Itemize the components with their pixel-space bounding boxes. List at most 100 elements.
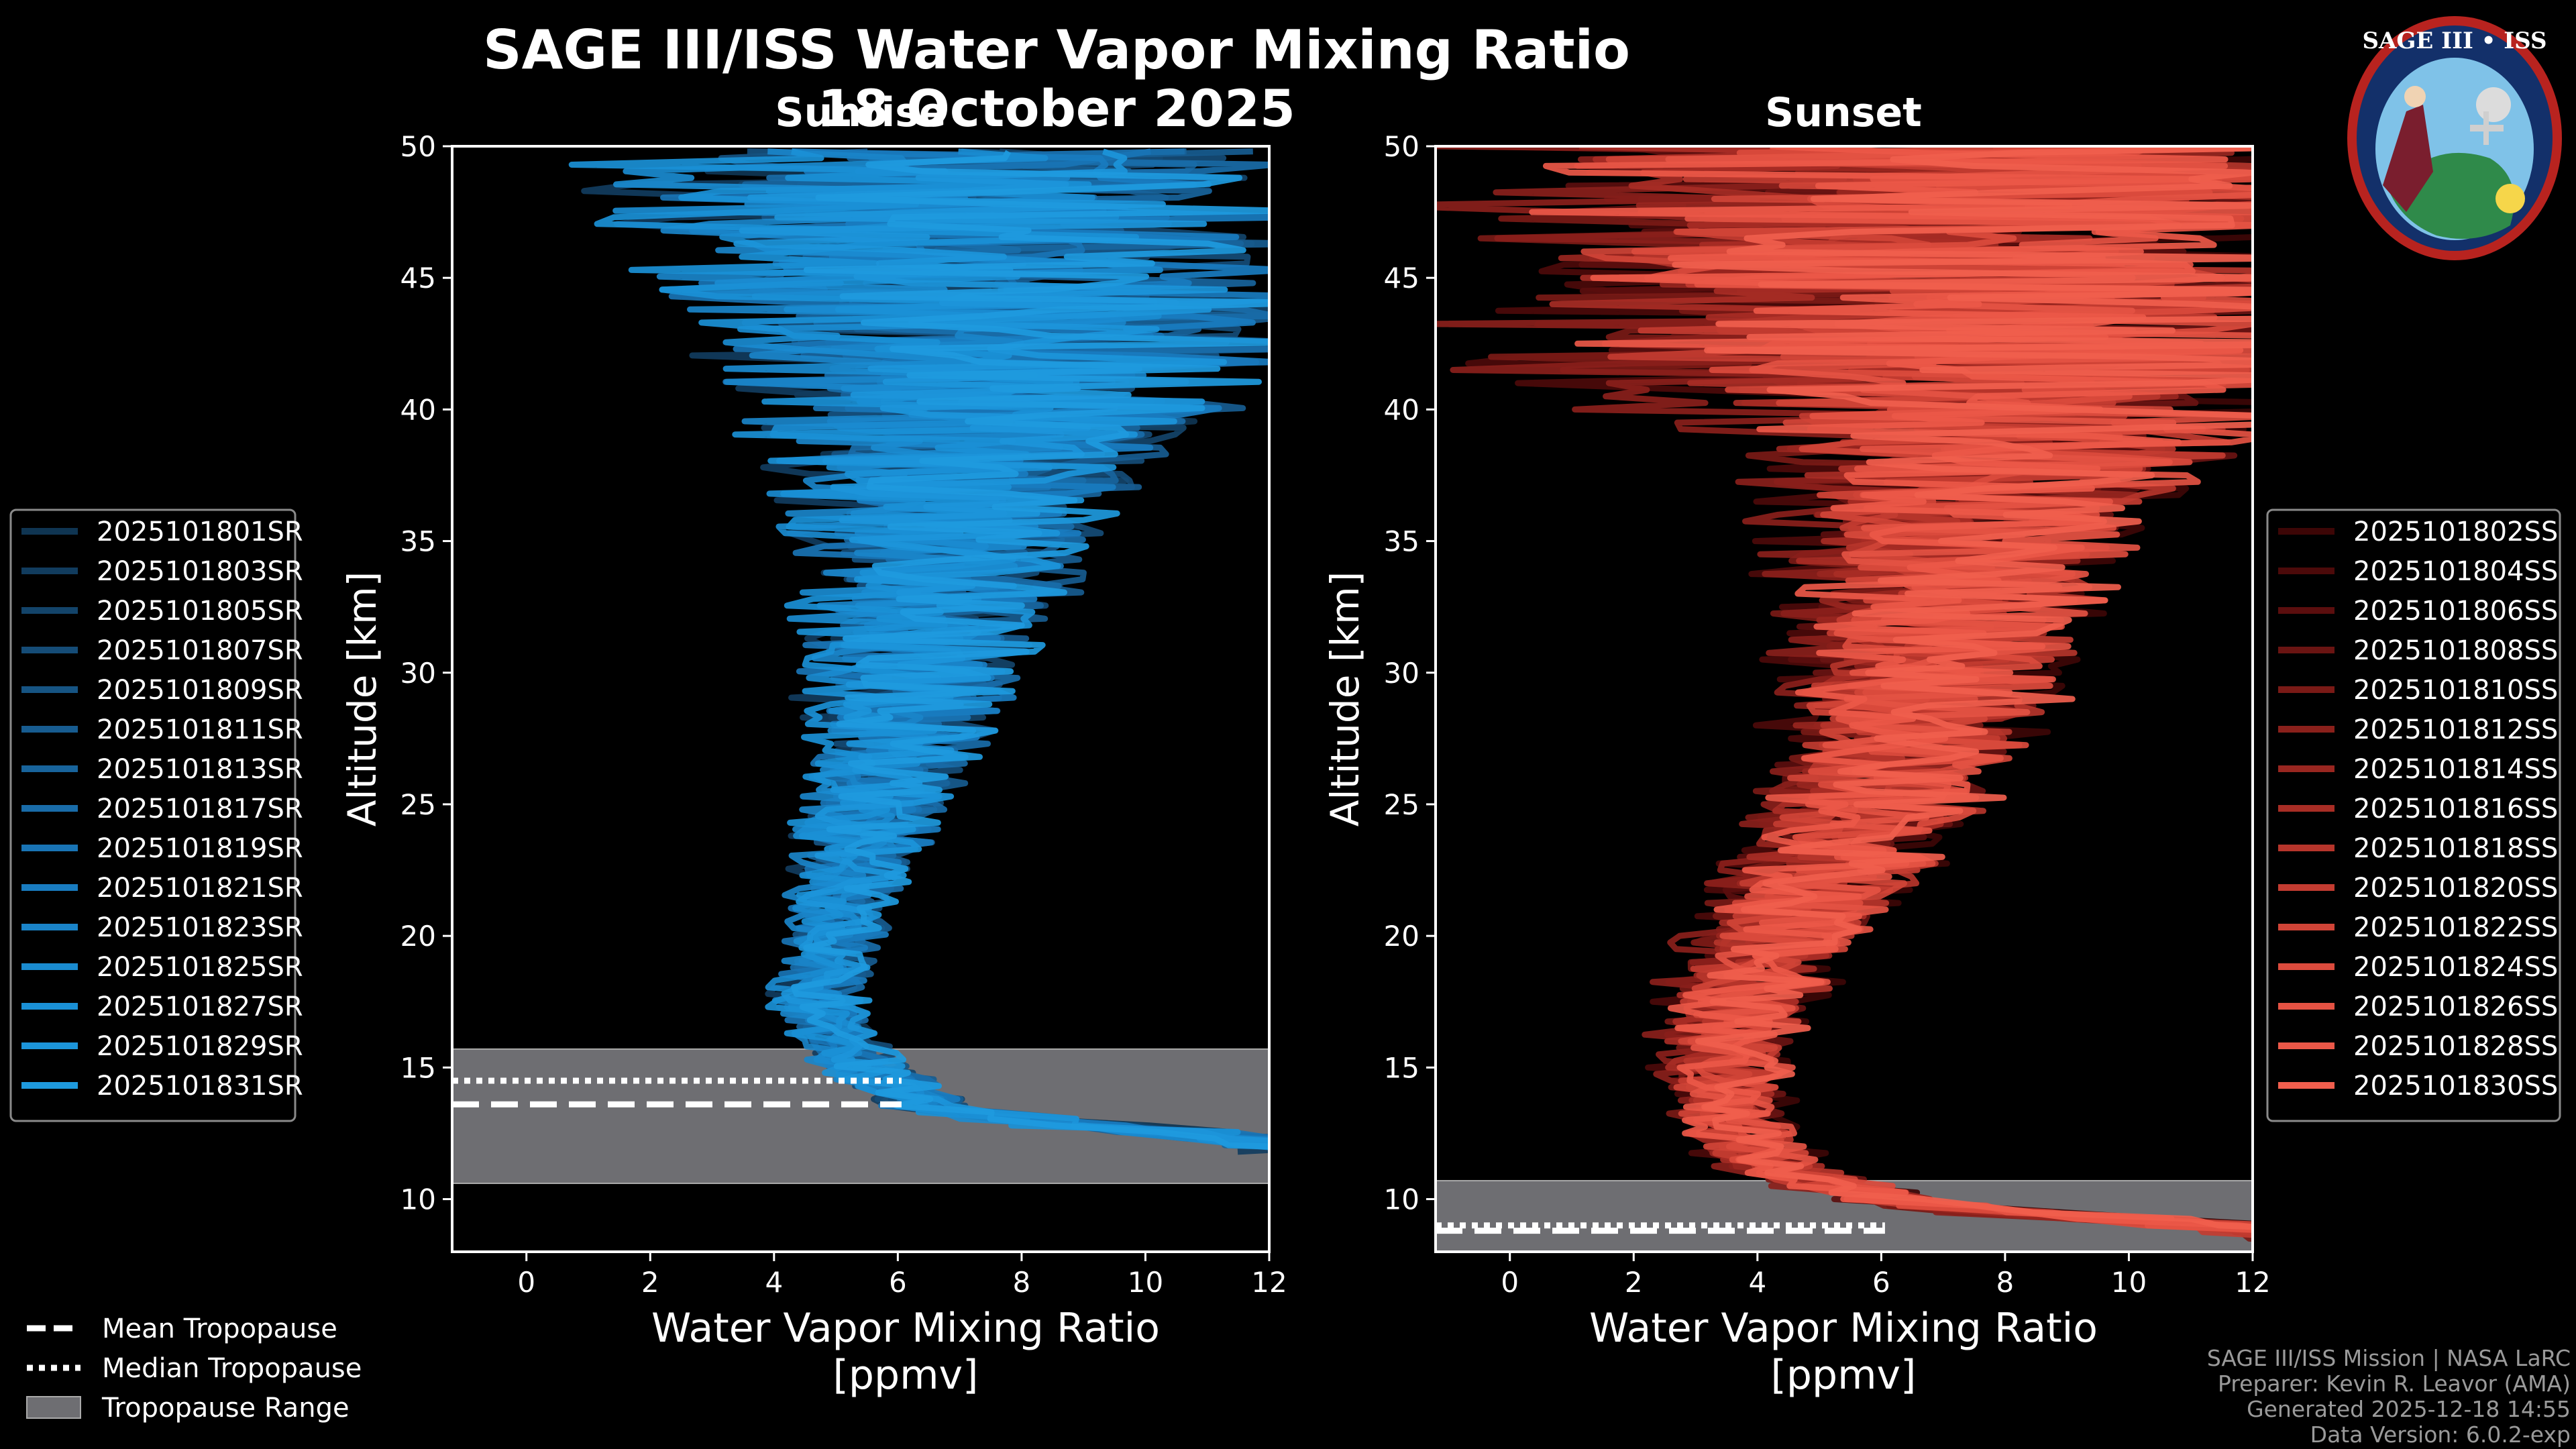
legend-label: 2025101831SR <box>97 1071 303 1102</box>
x-tick-label: 10 <box>1128 1266 1163 1299</box>
legend-label: 2025101816SS <box>2353 794 2558 824</box>
credits-version: Data Version: 6.0.2-exp <box>2310 1421 2571 1448</box>
sunrise-legend: 2025101801SR 2025101803SR 2025101805SR 2025… <box>9 508 303 1122</box>
legend-label: 2025101805SR <box>97 596 303 627</box>
sunset-xlabel-line2: [ppmv] <box>1771 1352 1917 1399</box>
x-tick-label: 2 <box>641 1266 659 1299</box>
legend-label: 2025101828SS <box>2353 1031 2558 1062</box>
legend-label: 2025101824SS <box>2353 952 2558 983</box>
legend-label: 2025101819SR <box>97 833 303 864</box>
y-tick-label: 50 <box>400 130 436 163</box>
legend-label: 2025101811SR <box>97 714 303 745</box>
legend-label: 2025101823SR <box>97 912 303 943</box>
legend-label: 2025101813SR <box>97 754 303 785</box>
tropopause-legend: Mean Tropopause Median Tropopause Tropopau… <box>26 1313 362 1424</box>
sunrise-tropopause-lines-layer <box>452 1077 902 1108</box>
x-tick-label: 12 <box>2235 1266 2270 1299</box>
legend-range-swatch <box>26 1396 81 1419</box>
x-tick-label: 10 <box>2111 1266 2147 1299</box>
sunset-ylabel: Altitude [km] <box>1322 572 1368 826</box>
x-tick-label: 8 <box>1013 1266 1031 1299</box>
sunset-axes-ticks: 0 2 4 6 8 10 12 10 15 20 25 30 35 40 45 50 <box>1384 130 2271 1299</box>
y-tick-label: 45 <box>400 262 436 294</box>
y-tick-label: 20 <box>1384 920 1419 953</box>
legend-label: 2025101814SS <box>2353 754 2558 785</box>
sunset-profiles-layer <box>1436 146 2253 1242</box>
y-tick-label: 15 <box>400 1051 436 1084</box>
legend-tropopause-label: Tropopause Range <box>101 1393 350 1424</box>
legend-label: 2025101803SR <box>97 556 303 587</box>
credits-preparer: Preparer: Kevin R. Leavor (AMA) <box>2218 1371 2571 1397</box>
legend-frame <box>2266 508 2561 1122</box>
x-tick-label: 6 <box>889 1266 907 1299</box>
y-tick-label: 45 <box>1384 262 1419 294</box>
sun-icon <box>2496 184 2525 213</box>
legend-label: 2025101821SR <box>97 873 303 904</box>
legend-label: 2025101817SR <box>97 794 303 824</box>
sunrise-plot-frame <box>451 145 1271 1253</box>
legend-label: 2025101801SR <box>97 517 303 547</box>
y-tick-label: 20 <box>400 920 436 953</box>
x-tick-label: 4 <box>1748 1266 1766 1299</box>
credits-generated: Generated 2025-12-18 14:55 <box>2247 1396 2571 1422</box>
y-tick-label: 35 <box>400 525 436 558</box>
profile-line-2025101828SS <box>1529 146 2253 1230</box>
legend-label: 2025101818SS <box>2353 833 2558 864</box>
sunset-chart: 0 2 4 6 8 10 12 10 15 20 25 30 35 40 45 50 Altitude [km… <box>1322 130 2271 1399</box>
sunset-legend: 2025101802SS 2025101804SS 2025101806SS 2025… <box>2266 508 2561 1122</box>
x-tick-label: 4 <box>765 1266 783 1299</box>
sunset-plot-frame <box>1434 145 2254 1253</box>
sunrise-profiles-layer <box>568 148 1269 1155</box>
legend-frame <box>9 508 297 1122</box>
y-tick-label: 30 <box>400 657 436 690</box>
legend-label: 2025101826SS <box>2353 991 2558 1022</box>
figure-date: 18 October 2025 <box>818 78 1295 138</box>
x-tick-label: 0 <box>517 1266 535 1299</box>
profile-line-2025101831SR <box>791 150 1269 1150</box>
legend-label: 2025101804SS <box>2353 556 2558 587</box>
legend-label: 2025101829SR <box>97 1031 303 1062</box>
y-tick-label: 40 <box>1384 393 1419 426</box>
y-tick-label: 25 <box>1384 788 1419 821</box>
y-tick-label: 40 <box>400 393 436 426</box>
legend-label: 2025101825SR <box>97 952 303 983</box>
sunrise-axes-ticks: 0 2 4 6 8 10 12 10 15 20 25 30 35 40 45 50 <box>400 130 1287 1299</box>
legend-label: 2025101810SS <box>2353 675 2558 706</box>
x-tick-label: 8 <box>1996 1266 2015 1299</box>
x-tick-label: 2 <box>1625 1266 1643 1299</box>
legend-label: 2025101808SS <box>2353 635 2558 666</box>
legend-label: 2025101809SR <box>97 675 303 706</box>
y-tick-label: 30 <box>1384 657 1419 690</box>
sunset-panel-title: Sunset <box>1765 89 1922 136</box>
legend-label: 2025101802SS <box>2353 517 2558 547</box>
legend-label: 2025101812SS <box>2353 714 2558 745</box>
sunset-xlabel-line1: Water Vapor Mixing Ratio <box>1589 1305 2098 1352</box>
profile-line-2025101830SS <box>1672 146 2253 1230</box>
legend-label: 2025101820SS <box>2353 873 2558 904</box>
sunrise-panel-title: Sunrise <box>775 89 946 136</box>
y-tick-label: 10 <box>1384 1183 1419 1216</box>
sunrise-chart: 0 2 4 6 8 10 12 10 15 20 25 30 35 40 45 50 Altitude [km… <box>339 130 1287 1399</box>
moon-icon <box>2476 87 2511 122</box>
legend-tropopause-label: Mean Tropopause <box>102 1313 337 1344</box>
legend-label: 2025101822SS <box>2353 912 2558 943</box>
credits-block: SAGE III/ISS Mission | NASA LaRC Prepare… <box>2207 1346 2571 1448</box>
sunrise-ylabel: Altitude [km] <box>339 572 385 826</box>
y-tick-label: 25 <box>400 788 436 821</box>
y-tick-label: 35 <box>1384 525 1419 558</box>
logo-text: SAGE III • ISS <box>2362 28 2546 54</box>
y-tick-label: 10 <box>400 1183 436 1216</box>
credits-mission: SAGE III/ISS Mission | NASA LaRC <box>2206 1345 2571 1371</box>
y-tick-label: 15 <box>1384 1051 1419 1084</box>
sage-mission-logo: SAGE III • ISS <box>2347 16 2562 260</box>
x-tick-label: 6 <box>1872 1266 1890 1299</box>
legend-label: 2025101806SS <box>2353 596 2558 627</box>
legend-label: 2025101827SR <box>97 991 303 1022</box>
sunrise-xlabel-line2: [ppmv] <box>833 1352 979 1399</box>
y-tick-label: 50 <box>1384 130 1419 163</box>
x-tick-label: 12 <box>1251 1266 1287 1299</box>
sunrise-xlabel-line1: Water Vapor Mixing Ratio <box>651 1305 1160 1352</box>
sage-figure-icon <box>2383 105 2433 212</box>
figure-title: SAGE III/ISS Water Vapor Mixing Ratio <box>483 19 1630 81</box>
